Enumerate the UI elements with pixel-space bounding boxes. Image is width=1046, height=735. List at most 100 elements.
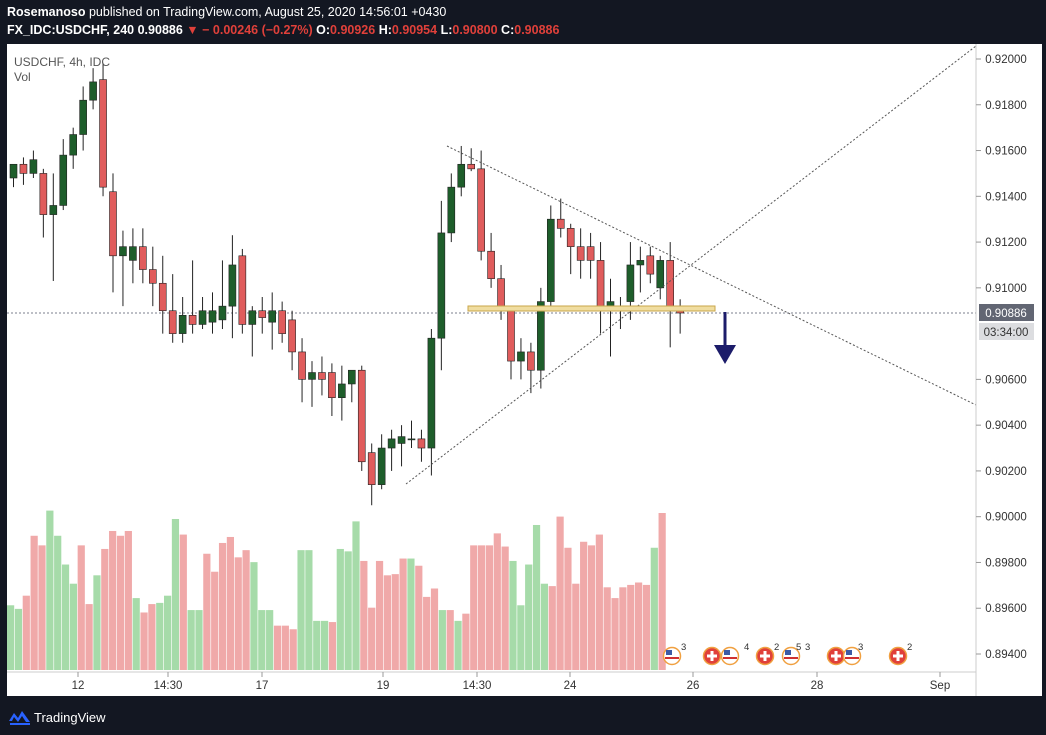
price-tick-label: 0.92000 [985, 54, 1027, 66]
down-arrow-drawing[interactable] [714, 312, 736, 364]
flag-canton-icon [724, 650, 730, 655]
volume-bar-up [305, 550, 313, 670]
price-tick-label: 0.90400 [985, 420, 1027, 432]
volume-bar-down [572, 583, 580, 670]
candle-down [357, 369, 366, 463]
volume-bar-up [54, 535, 62, 670]
support-zone[interactable] [467, 305, 716, 312]
volume-bar-up [171, 518, 180, 670]
chart-legend: USDCHF, 4h, IDC Vol [14, 55, 110, 84]
volume-bar-up [7, 605, 15, 670]
candle-down [298, 351, 306, 380]
volume-bar-down [383, 575, 391, 670]
time-tick-label: 28 [811, 680, 824, 692]
candle-down [109, 191, 117, 257]
volume-bar-up [509, 560, 517, 670]
volume-bar-up [352, 521, 360, 670]
time-tick-label: Sep [930, 680, 950, 692]
last-price-tag [979, 304, 1034, 321]
candle-up [59, 154, 68, 206]
footer-brand[interactable]: TradingView [34, 710, 106, 725]
price-tick-label: 0.89800 [985, 557, 1027, 569]
candle-up [338, 383, 346, 398]
candle-down [576, 246, 585, 261]
time-axis[interactable]: 12 14:30 17 19 14:30 24 26 28 Sep [72, 672, 951, 692]
last-price-tag-text: 0.90886 [985, 308, 1027, 320]
candle-up [228, 264, 237, 307]
volume-bar-down [493, 533, 501, 670]
volume-bar-down [140, 612, 148, 670]
price-tick-label: 0.90000 [985, 512, 1027, 524]
volume-bar-down [211, 571, 219, 670]
candle-down [278, 310, 286, 334]
publish-info: published on TradingView.com, August 25,… [88, 5, 447, 19]
candle-down [258, 310, 267, 318]
descending-trendline[interactable] [446, 145, 977, 406]
volume-bar-down [273, 625, 282, 670]
candle-up [248, 310, 257, 325]
flag-canton-icon [785, 650, 791, 655]
flag-stripe-icon [723, 657, 737, 659]
volume-bar-down [30, 535, 38, 670]
volume-bar-up [454, 620, 462, 670]
candle-down [566, 228, 575, 247]
volume-bar-up [258, 610, 266, 670]
volume-bar-down [595, 534, 603, 670]
volume-bar-down [101, 548, 109, 670]
price-axis[interactable]: 0.92000 0.91800 0.91600 0.91400 0.91200 0.910… [976, 54, 1027, 661]
tradingview-logo-icon[interactable] [8, 708, 32, 726]
candle-down [417, 438, 426, 449]
candle-down [527, 351, 535, 371]
author-name[interactable]: Rosemanoso [7, 5, 86, 19]
volume-bar-up [525, 564, 533, 670]
candle-up [178, 315, 187, 334]
volume-bar-up [517, 605, 525, 670]
candle-up [397, 436, 406, 444]
volume-bar-up [650, 547, 658, 670]
volume-bar-up [344, 551, 352, 670]
volume-bar-up [297, 550, 305, 670]
candle-layer [9, 63, 684, 506]
candle-down [487, 250, 495, 279]
volume-bar-up [164, 595, 172, 670]
candle-down [99, 79, 107, 188]
price-tick-label: 0.89600 [985, 603, 1027, 615]
price-change: − 0.00246 (−0.27%) [202, 23, 313, 37]
time-tick-label: 14:30 [463, 680, 492, 692]
volume-bar-up [313, 620, 321, 670]
event-count: 5 [796, 642, 801, 653]
event-count: 4 [744, 642, 749, 653]
candle-down [188, 315, 197, 325]
high-value: 0.90954 [391, 23, 438, 37]
volume-layer [7, 510, 666, 670]
volume-bar-down [658, 513, 666, 670]
price-tick-label: 0.91600 [985, 146, 1027, 158]
candle-up [656, 260, 665, 289]
candle-up [218, 305, 227, 321]
candle-down [586, 246, 595, 261]
volume-bar-up [532, 524, 541, 670]
candle-down [19, 163, 28, 174]
volume-bar-down [234, 557, 242, 670]
low-label: L: [440, 23, 453, 37]
volume-bar-down [485, 545, 494, 670]
publish-line: Rosemanoso published on TradingView.com,… [7, 5, 446, 19]
event-count: 2 [774, 642, 779, 653]
volume-bar-down [289, 629, 297, 670]
symbol-label: FX_IDC:USDCHF, 240 [7, 23, 135, 37]
volume-bar-up [132, 598, 140, 670]
volume-bar-down [548, 586, 556, 670]
time-tick-label: 24 [564, 680, 577, 692]
time-tick-label: 19 [377, 680, 390, 692]
candle-down [158, 282, 167, 312]
candle-up [119, 246, 127, 257]
candle-up [29, 159, 38, 174]
candle-up [49, 205, 58, 215]
price-tick-label: 0.90600 [985, 374, 1027, 386]
chart-area[interactable] [7, 44, 1042, 696]
volume-bar-up [156, 602, 164, 670]
flag-stripe-icon [784, 657, 798, 659]
countdown-tag [979, 323, 1034, 340]
flag-stripe-icon [665, 657, 679, 659]
